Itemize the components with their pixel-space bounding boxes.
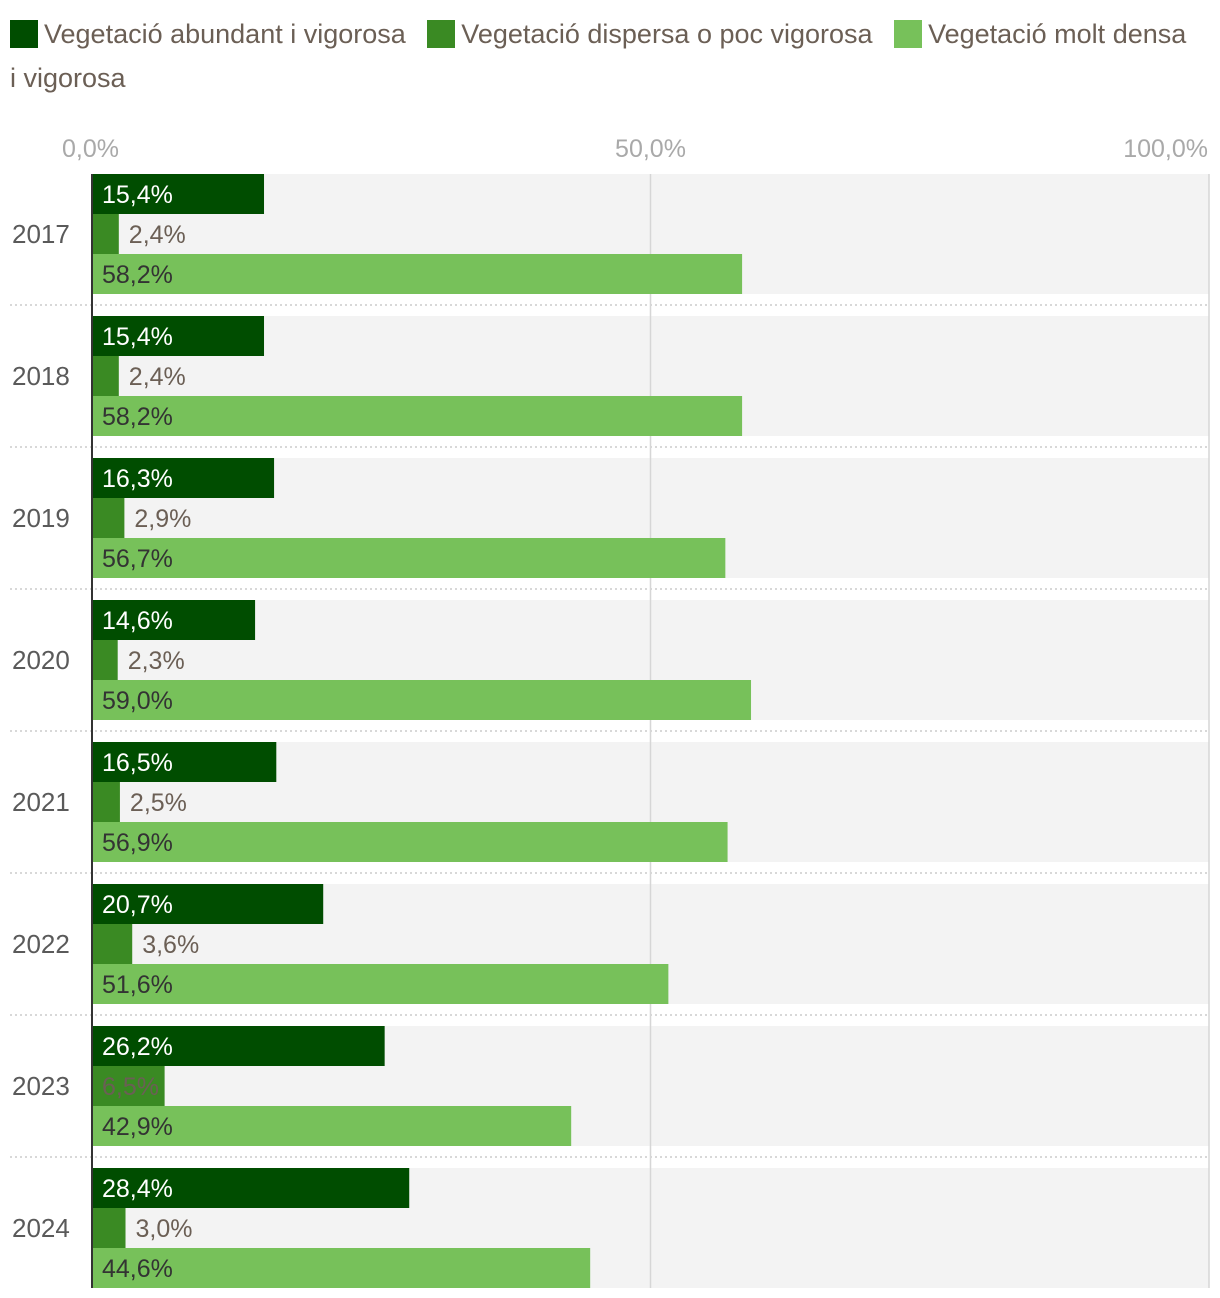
bar-2020-s2 [92,680,752,720]
data-label-2020-s1: 2,3% [128,647,185,675]
bar-2024-s2 [92,1248,591,1288]
data-label-2019-s1: 2,9% [134,505,191,533]
year-label-2022: 2022 [12,929,70,959]
bar-2018-s2 [92,396,743,436]
legend-item-abundant[interactable]: Vegetació abundant i vigorosa [10,19,413,49]
data-label-2021-s1: 2,5% [130,789,187,817]
data-label-2020-s0: 14,6% [102,607,173,635]
bar-2023-s2 [92,1106,572,1146]
bar-2020-s0 [92,600,256,640]
bar-2017-s0 [92,174,265,214]
legend-label-abundant: Vegetació abundant i vigorosa [44,19,406,49]
legend-item-densa[interactable]: Vegetació molt densa i vigorosa [10,19,1186,93]
bar-2021-s2 [92,822,728,862]
data-label-2023-s1: 6,5% [102,1073,159,1101]
year-label-2017: 2017 [12,219,70,249]
bar-2022-s1 [92,924,133,964]
legend-swatch-abundant [10,20,38,48]
data-label-2022-s2: 51,6% [102,971,173,999]
data-label-2022-s0: 20,7% [102,891,173,919]
year-label-2020: 2020 [12,645,70,675]
bar-2020-s1 [92,640,118,680]
data-label-2024-s0: 28,4% [102,1175,173,1203]
bar-2023-s1 [92,1066,165,1106]
bar-2019-s2 [92,538,726,578]
legend-label-densa: Vegetació molt densa i vigorosa [10,19,1187,93]
data-label-2022-s1: 3,6% [142,931,199,959]
data-label-2023-s0: 26,2% [102,1033,173,1061]
year-label-2023: 2023 [12,1071,70,1101]
legend-item-dispersa[interactable]: Vegetació dispersa o poc vigorosa [427,19,880,49]
bar-2018-s0 [92,316,265,356]
data-label-2017-s2: 58,2% [102,261,173,289]
year-label-2021: 2021 [12,787,70,817]
data-label-2019-s2: 56,7% [102,545,173,573]
data-label-2020-s2: 59,0% [102,687,173,715]
tick-label-1: 50,0% [615,135,686,163]
data-label-2024-s2: 44,6% [102,1255,173,1283]
tick-label-2: 100,0% [1123,135,1208,163]
data-label-2021-s0: 16,5% [102,749,173,777]
bar-2017-s1 [92,214,119,254]
bar-2019-s0 [92,458,275,498]
legend-swatch-dispersa [427,20,456,48]
data-label-2017-s1: 2,4% [129,221,186,249]
data-label-2021-s2: 56,9% [102,829,173,857]
bar-2024-s0 [92,1168,410,1208]
bar-2018-s1 [92,356,119,396]
bar-2022-s0 [92,884,324,924]
bar-2022-s2 [92,964,669,1004]
bar-2023-s0 [92,1026,385,1066]
bar-2019-s1 [92,498,125,538]
bar-2021-s1 [92,782,120,822]
legend-label-dispersa: Vegetació dispersa o poc vigorosa [461,19,873,49]
bar-2024-s1 [92,1208,126,1248]
chart-legend: Vegetació abundant i vigorosa Vegetació … [10,12,1190,100]
year-label-2018: 2018 [12,361,70,391]
bar-2017-s2 [92,254,743,294]
year-label-2019: 2019 [12,503,70,533]
data-label-2018-s0: 15,4% [102,323,173,351]
data-label-2024-s1: 3,0% [136,1215,193,1243]
bar-2021-s0 [92,742,277,782]
data-label-2019-s0: 16,3% [102,465,173,493]
data-label-2018-s1: 2,4% [129,363,186,391]
year-label-2024: 2024 [12,1213,70,1243]
legend-swatch-densa [894,20,923,48]
data-label-2018-s2: 58,2% [102,403,173,431]
data-label-2023-s2: 42,9% [102,1113,173,1141]
data-label-2017-s0: 15,4% [102,181,173,209]
tick-label-0: 0,0% [62,135,119,163]
